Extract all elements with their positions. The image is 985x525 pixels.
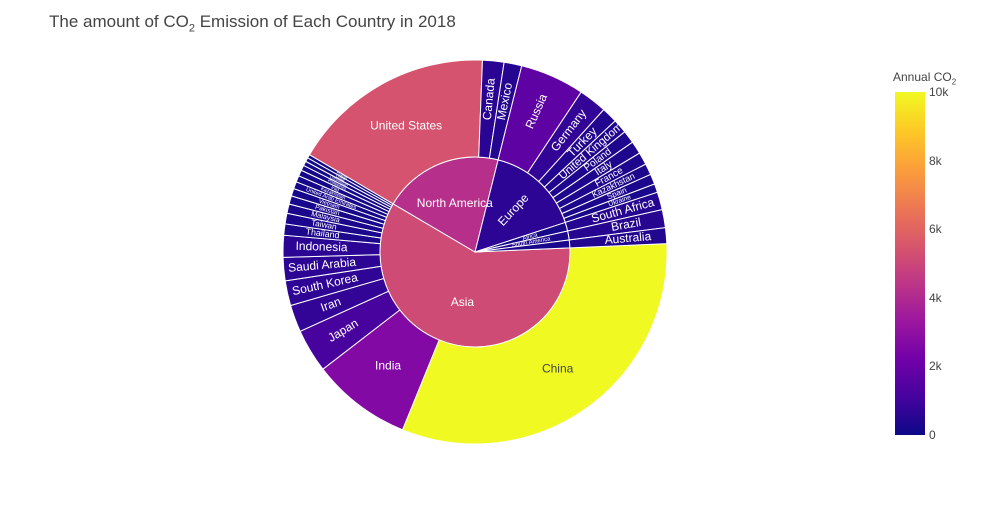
country-label-kuwait: Kuwait (336, 170, 350, 181)
country-label-canada: Canada (480, 77, 498, 121)
country-label-australia: Australia (604, 229, 652, 247)
country-label-saudi-arabia: Saudi Arabia (288, 255, 357, 275)
country-label-thailand: Thailand (305, 226, 340, 240)
country-label-iraq: Iraq (330, 185, 340, 194)
colorbar-tick-label: 0 (929, 428, 936, 442)
country-label-brazil: Brazil (610, 215, 642, 234)
colorbar-tick-label: 2k (929, 359, 942, 374)
country-sector-australia[interactable] (568, 227, 668, 249)
colorbar-tick-label: 8k (929, 153, 942, 168)
country-label-iran: Iran (319, 294, 343, 314)
country-sector-united-states[interactable] (308, 59, 483, 205)
continent-label-asia: Asia (451, 295, 475, 309)
continent-label-africa: Africa (522, 232, 539, 242)
country-sector-china[interactable] (401, 243, 668, 445)
country-label-indonesia: Indonesia (295, 239, 348, 255)
country-label-united-states: United States (370, 118, 442, 132)
colorbar-tick-label: 4k (929, 290, 942, 305)
country-label-qatar: Qatar (335, 173, 347, 183)
country-label-china: China (542, 361, 574, 375)
colorbar-tick-label: 6k (929, 222, 942, 237)
colorbar (895, 92, 925, 435)
colorbar-tick-label: 10k (929, 85, 949, 99)
continent-label-north-america: North America (417, 196, 493, 210)
colorbar-title: Annual CO2 (893, 70, 957, 87)
country-label-india: India (375, 358, 401, 372)
country-label-taiwan: Taiwan (310, 217, 338, 231)
chart-title: The amount of CO2 Emission of Each Count… (49, 12, 456, 35)
